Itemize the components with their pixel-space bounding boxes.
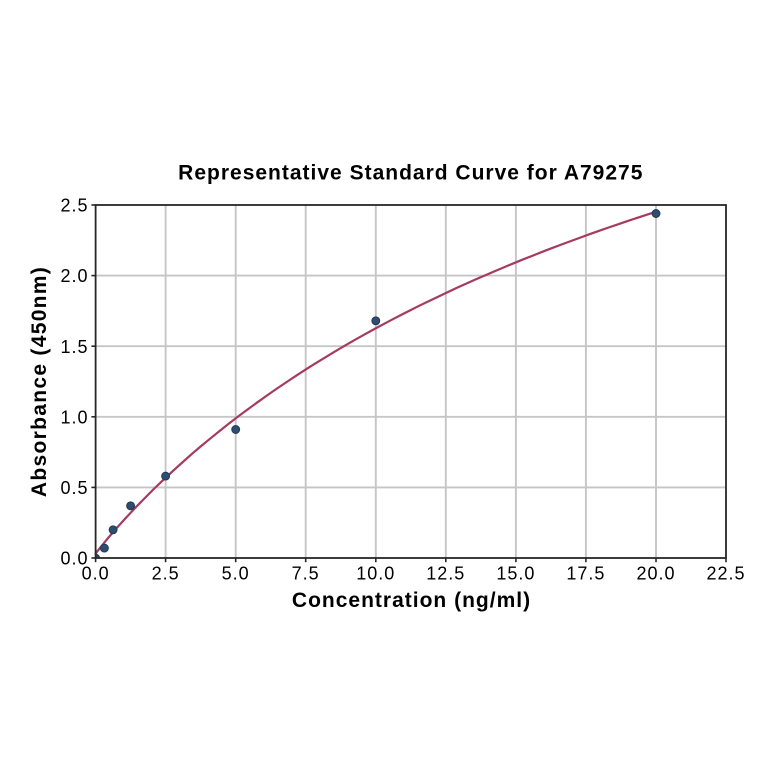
svg-text:0.0: 0.0 bbox=[82, 564, 110, 584]
svg-text:12.5: 12.5 bbox=[426, 564, 465, 584]
svg-text:0.0: 0.0 bbox=[60, 549, 88, 569]
svg-text:7.5: 7.5 bbox=[292, 564, 320, 584]
svg-text:15.0: 15.0 bbox=[496, 564, 535, 584]
svg-text:2.5: 2.5 bbox=[152, 564, 180, 584]
svg-text:0.5: 0.5 bbox=[60, 478, 88, 498]
svg-text:1.0: 1.0 bbox=[60, 407, 88, 427]
svg-text:Representative Standard Curve: Representative Standard Curve for A79275 bbox=[178, 161, 643, 184]
svg-text:1.5: 1.5 bbox=[60, 337, 88, 357]
svg-text:Absorbance (450nm): Absorbance (450nm) bbox=[28, 266, 51, 497]
svg-text:22.5: 22.5 bbox=[706, 564, 745, 584]
svg-text:10.0: 10.0 bbox=[356, 564, 395, 584]
svg-text:Concentration (ng/ml): Concentration (ng/ml) bbox=[292, 589, 531, 612]
svg-text:2.5: 2.5 bbox=[60, 196, 88, 216]
svg-text:17.5: 17.5 bbox=[566, 564, 605, 584]
svg-text:5.0: 5.0 bbox=[222, 564, 250, 584]
svg-text:20.0: 20.0 bbox=[636, 564, 675, 584]
svg-text:2.0: 2.0 bbox=[60, 266, 88, 286]
